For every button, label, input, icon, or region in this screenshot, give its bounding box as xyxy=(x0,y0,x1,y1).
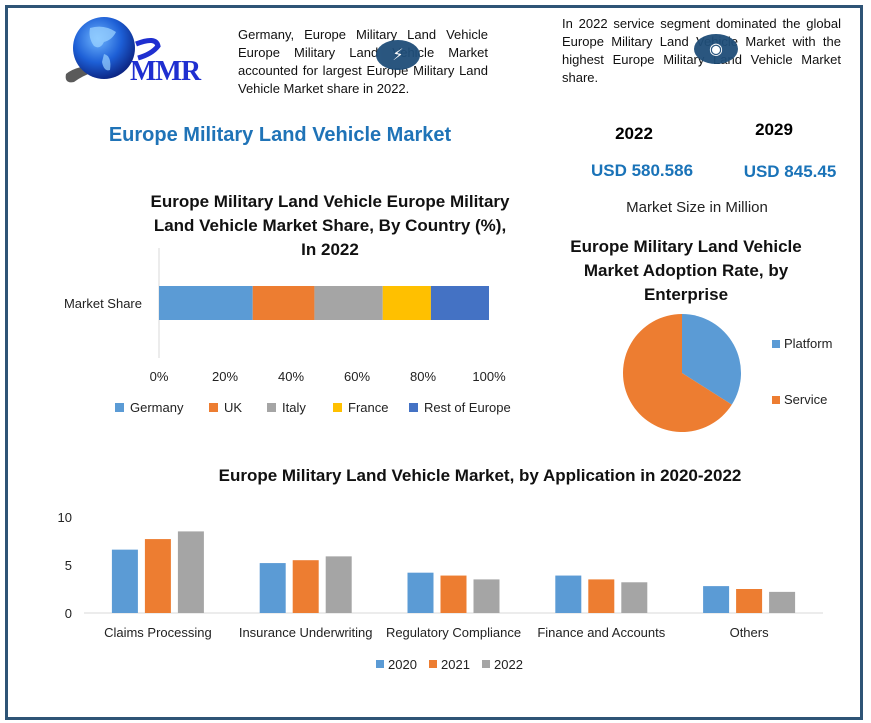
bar-segment-italy xyxy=(314,286,383,320)
market-value-start: USD 580.586 xyxy=(590,161,694,180)
bar-2022 xyxy=(621,582,648,613)
logo-text: MMR xyxy=(130,56,201,87)
bar-2020 xyxy=(407,572,434,613)
page-frame xyxy=(5,5,863,720)
enterprise-chart-title: Europe Military Land Vehicle Market Adop… xyxy=(556,235,816,307)
bar-2021 xyxy=(440,575,467,613)
country-chart-title-line: In 2022 xyxy=(301,240,359,259)
bar-segment-uk xyxy=(252,286,315,320)
y-tick-label: 10 xyxy=(58,510,72,525)
bar-2022 xyxy=(177,531,204,613)
category-label: Finance and Accounts xyxy=(537,625,665,640)
application-bar-chart: 0 5 10 Claims Processing Insurance Underwrit… xyxy=(58,510,823,672)
legend-swatch xyxy=(267,403,276,412)
legend-label: Italy xyxy=(282,400,306,415)
bar-2021 xyxy=(144,539,171,613)
x-tick-label: 20% xyxy=(212,369,238,384)
market-value-end: USD 845.45 xyxy=(743,162,837,181)
legend-label: 2022 xyxy=(494,657,523,672)
bar-2020 xyxy=(259,563,286,613)
legend-swatch xyxy=(772,340,780,348)
application-chart-title: Europe Military Land Vehicle Market, by … xyxy=(218,466,742,485)
globe-icon xyxy=(65,17,161,83)
legend-swatch xyxy=(376,660,384,668)
legend-label: Germany xyxy=(130,400,184,415)
category-label: Insurance Underwriting xyxy=(239,625,373,640)
main-title: Europe Military Land Vehicle Market xyxy=(108,124,452,146)
bar-2021 xyxy=(588,579,615,613)
country-chart-title-line: Europe Military Land Vehicle Europe Mili… xyxy=(150,192,510,211)
legend-swatch xyxy=(772,396,780,404)
category-label: Claims Processing xyxy=(104,625,212,640)
legend-swatch xyxy=(333,403,342,412)
bar-2020 xyxy=(111,549,138,613)
bar-segment-france xyxy=(382,286,431,320)
pie-slice-platform xyxy=(682,314,741,405)
enterprise-chart-title-line: Enterprise xyxy=(643,285,729,304)
bar-2022 xyxy=(769,591,796,613)
category-label: Others xyxy=(730,625,770,640)
bar-2022 xyxy=(325,556,352,613)
x-tick-label: 100% xyxy=(472,369,506,384)
legend-label: Rest of Europe xyxy=(424,400,511,415)
legend-label: Platform xyxy=(784,336,832,351)
bar-segment-germany xyxy=(159,286,253,320)
x-tick-label: 80% xyxy=(410,369,436,384)
year-start: 2022 xyxy=(615,124,653,143)
swirl-icon: ◉ xyxy=(694,34,738,64)
x-tick-label: 0% xyxy=(150,369,169,384)
country-share-chart: Market Share 0% 20% 40% 60% 80% 100% Germany UK I… xyxy=(64,248,511,415)
legend-label: UK xyxy=(224,400,242,415)
bar-2021 xyxy=(736,589,763,613)
legend-swatch xyxy=(482,660,490,668)
x-tick-label: 40% xyxy=(278,369,304,384)
category-label: Regulatory Compliance xyxy=(386,625,521,640)
legend-swatch xyxy=(209,403,218,412)
market-size-caption: Market Size in Million xyxy=(626,199,768,216)
y-tick-label: 5 xyxy=(65,558,72,573)
enterprise-chart-title-line: Europe Military Land Vehicle xyxy=(570,237,802,256)
lightning-icon: ⚡ xyxy=(376,40,420,70)
bar-segment-rest-of-europe xyxy=(430,286,489,320)
category-label: Market Share xyxy=(64,296,142,311)
x-tick-label: 60% xyxy=(344,369,370,384)
legend-swatch xyxy=(409,403,418,412)
pie-slice-service xyxy=(623,314,732,432)
summary-paragraph-country: Germany, Europe Military Land Vehicle Eu… xyxy=(238,27,488,96)
year-end: 2029 xyxy=(755,120,793,139)
legend-swatch xyxy=(115,403,124,412)
enterprise-pie-chart: Platform Service xyxy=(623,314,832,432)
country-chart-title-line: Land Vehicle Market Share, By Country (%… xyxy=(153,216,507,235)
legend-label: France xyxy=(348,400,388,415)
enterprise-chart-title-line: Market Adoption Rate, by xyxy=(583,261,789,280)
bar-2021 xyxy=(292,560,319,613)
bar-2020 xyxy=(555,575,582,613)
country-chart-title: Europe Military Land Vehicle Europe Mili… xyxy=(120,190,540,262)
y-tick-label: 0 xyxy=(65,606,72,621)
legend-label: 2020 xyxy=(388,657,417,672)
bar-2020 xyxy=(703,586,730,613)
legend-label: Service xyxy=(784,392,827,407)
logo: MMR xyxy=(60,14,220,94)
legend-label: 2021 xyxy=(441,657,470,672)
legend-swatch xyxy=(429,660,437,668)
bar-2022 xyxy=(473,579,500,613)
